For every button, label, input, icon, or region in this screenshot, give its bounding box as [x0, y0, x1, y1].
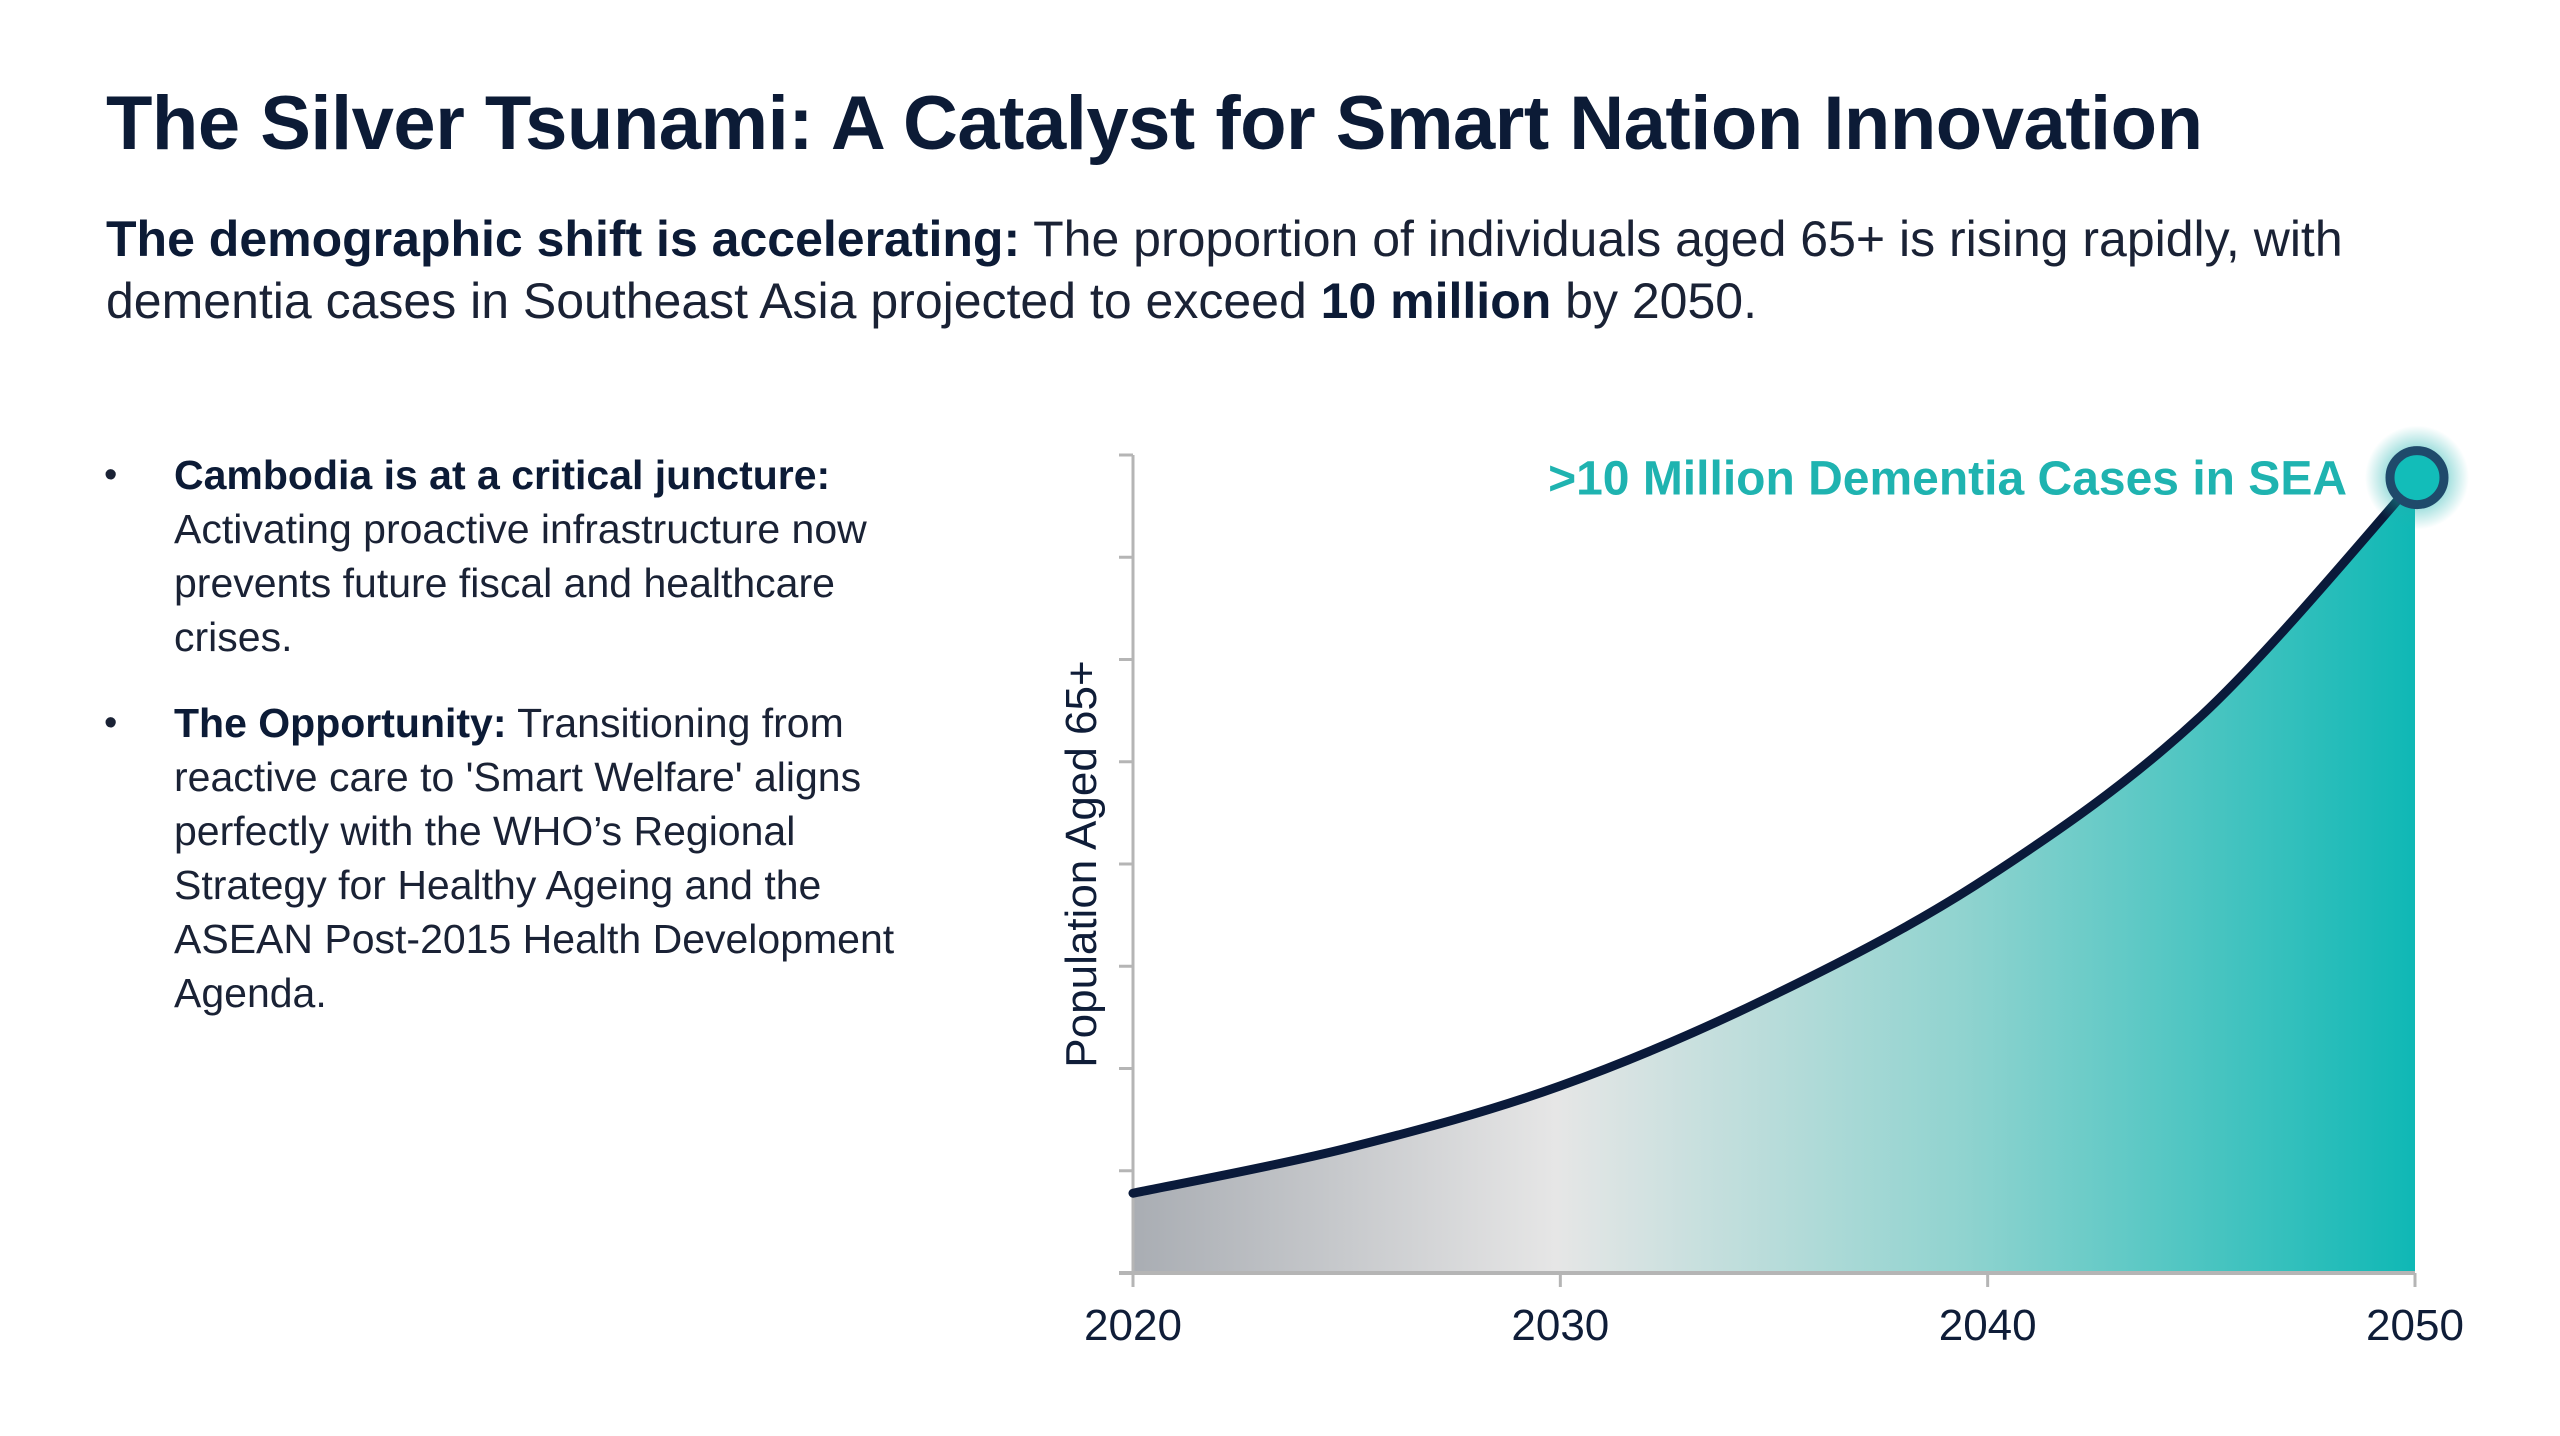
- endpoint-marker: [2365, 425, 2469, 530]
- annotation-label: >10 Million Dementia Cases in SEA: [1548, 453, 2347, 506]
- x-tick-label: 2020: [1084, 1301, 1182, 1350]
- bullet-text: Activating proactive infrastructure now …: [174, 506, 867, 660]
- bullet-icon: •: [104, 702, 118, 744]
- marker-ring-icon: [2385, 446, 2449, 510]
- subtitle-lead: The demographic shift is accelerating:: [106, 211, 1021, 267]
- subtitle-highlight: 10 million: [1320, 273, 1552, 329]
- slide-title: The Silver Tsunami: A Catalyst for Smart…: [106, 81, 2203, 166]
- bullet-list: • Cambodia is at a critical juncture: Act…: [100, 448, 920, 1052]
- bullet-icon: •: [104, 454, 118, 496]
- subtitle-text-2: by 2050.: [1551, 273, 1757, 329]
- subtitle-text-1: The proportion of individuals aged 65+ i…: [106, 211, 2343, 329]
- area-fill: [1133, 480, 2415, 1273]
- series-line: [1128, 476, 2420, 1198]
- y-axis: [1119, 453, 1135, 1275]
- bullet-bold: The Opportunity:: [174, 700, 507, 746]
- x-tick-label: 2050: [2366, 1301, 2464, 1350]
- y-axis-label: Population Aged 65+: [1057, 660, 1106, 1067]
- bullet-item: • Cambodia is at a critical juncture: Act…: [100, 448, 920, 664]
- x-axis: 2020 2030 2040 2050: [1084, 1271, 2464, 1350]
- x-tick-label: 2030: [1511, 1301, 1609, 1350]
- bullet-bold: Cambodia is at a critical juncture:: [174, 452, 831, 498]
- bullet-item: • The Opportunity: Transitioning from rea…: [100, 696, 920, 1020]
- x-tick-label: 2040: [1939, 1301, 2037, 1350]
- slide-subtitle: The demographic shift is accelerating: T…: [106, 208, 2406, 332]
- bullet-text: Transitioning from reactive care to 'Sma…: [174, 700, 895, 1016]
